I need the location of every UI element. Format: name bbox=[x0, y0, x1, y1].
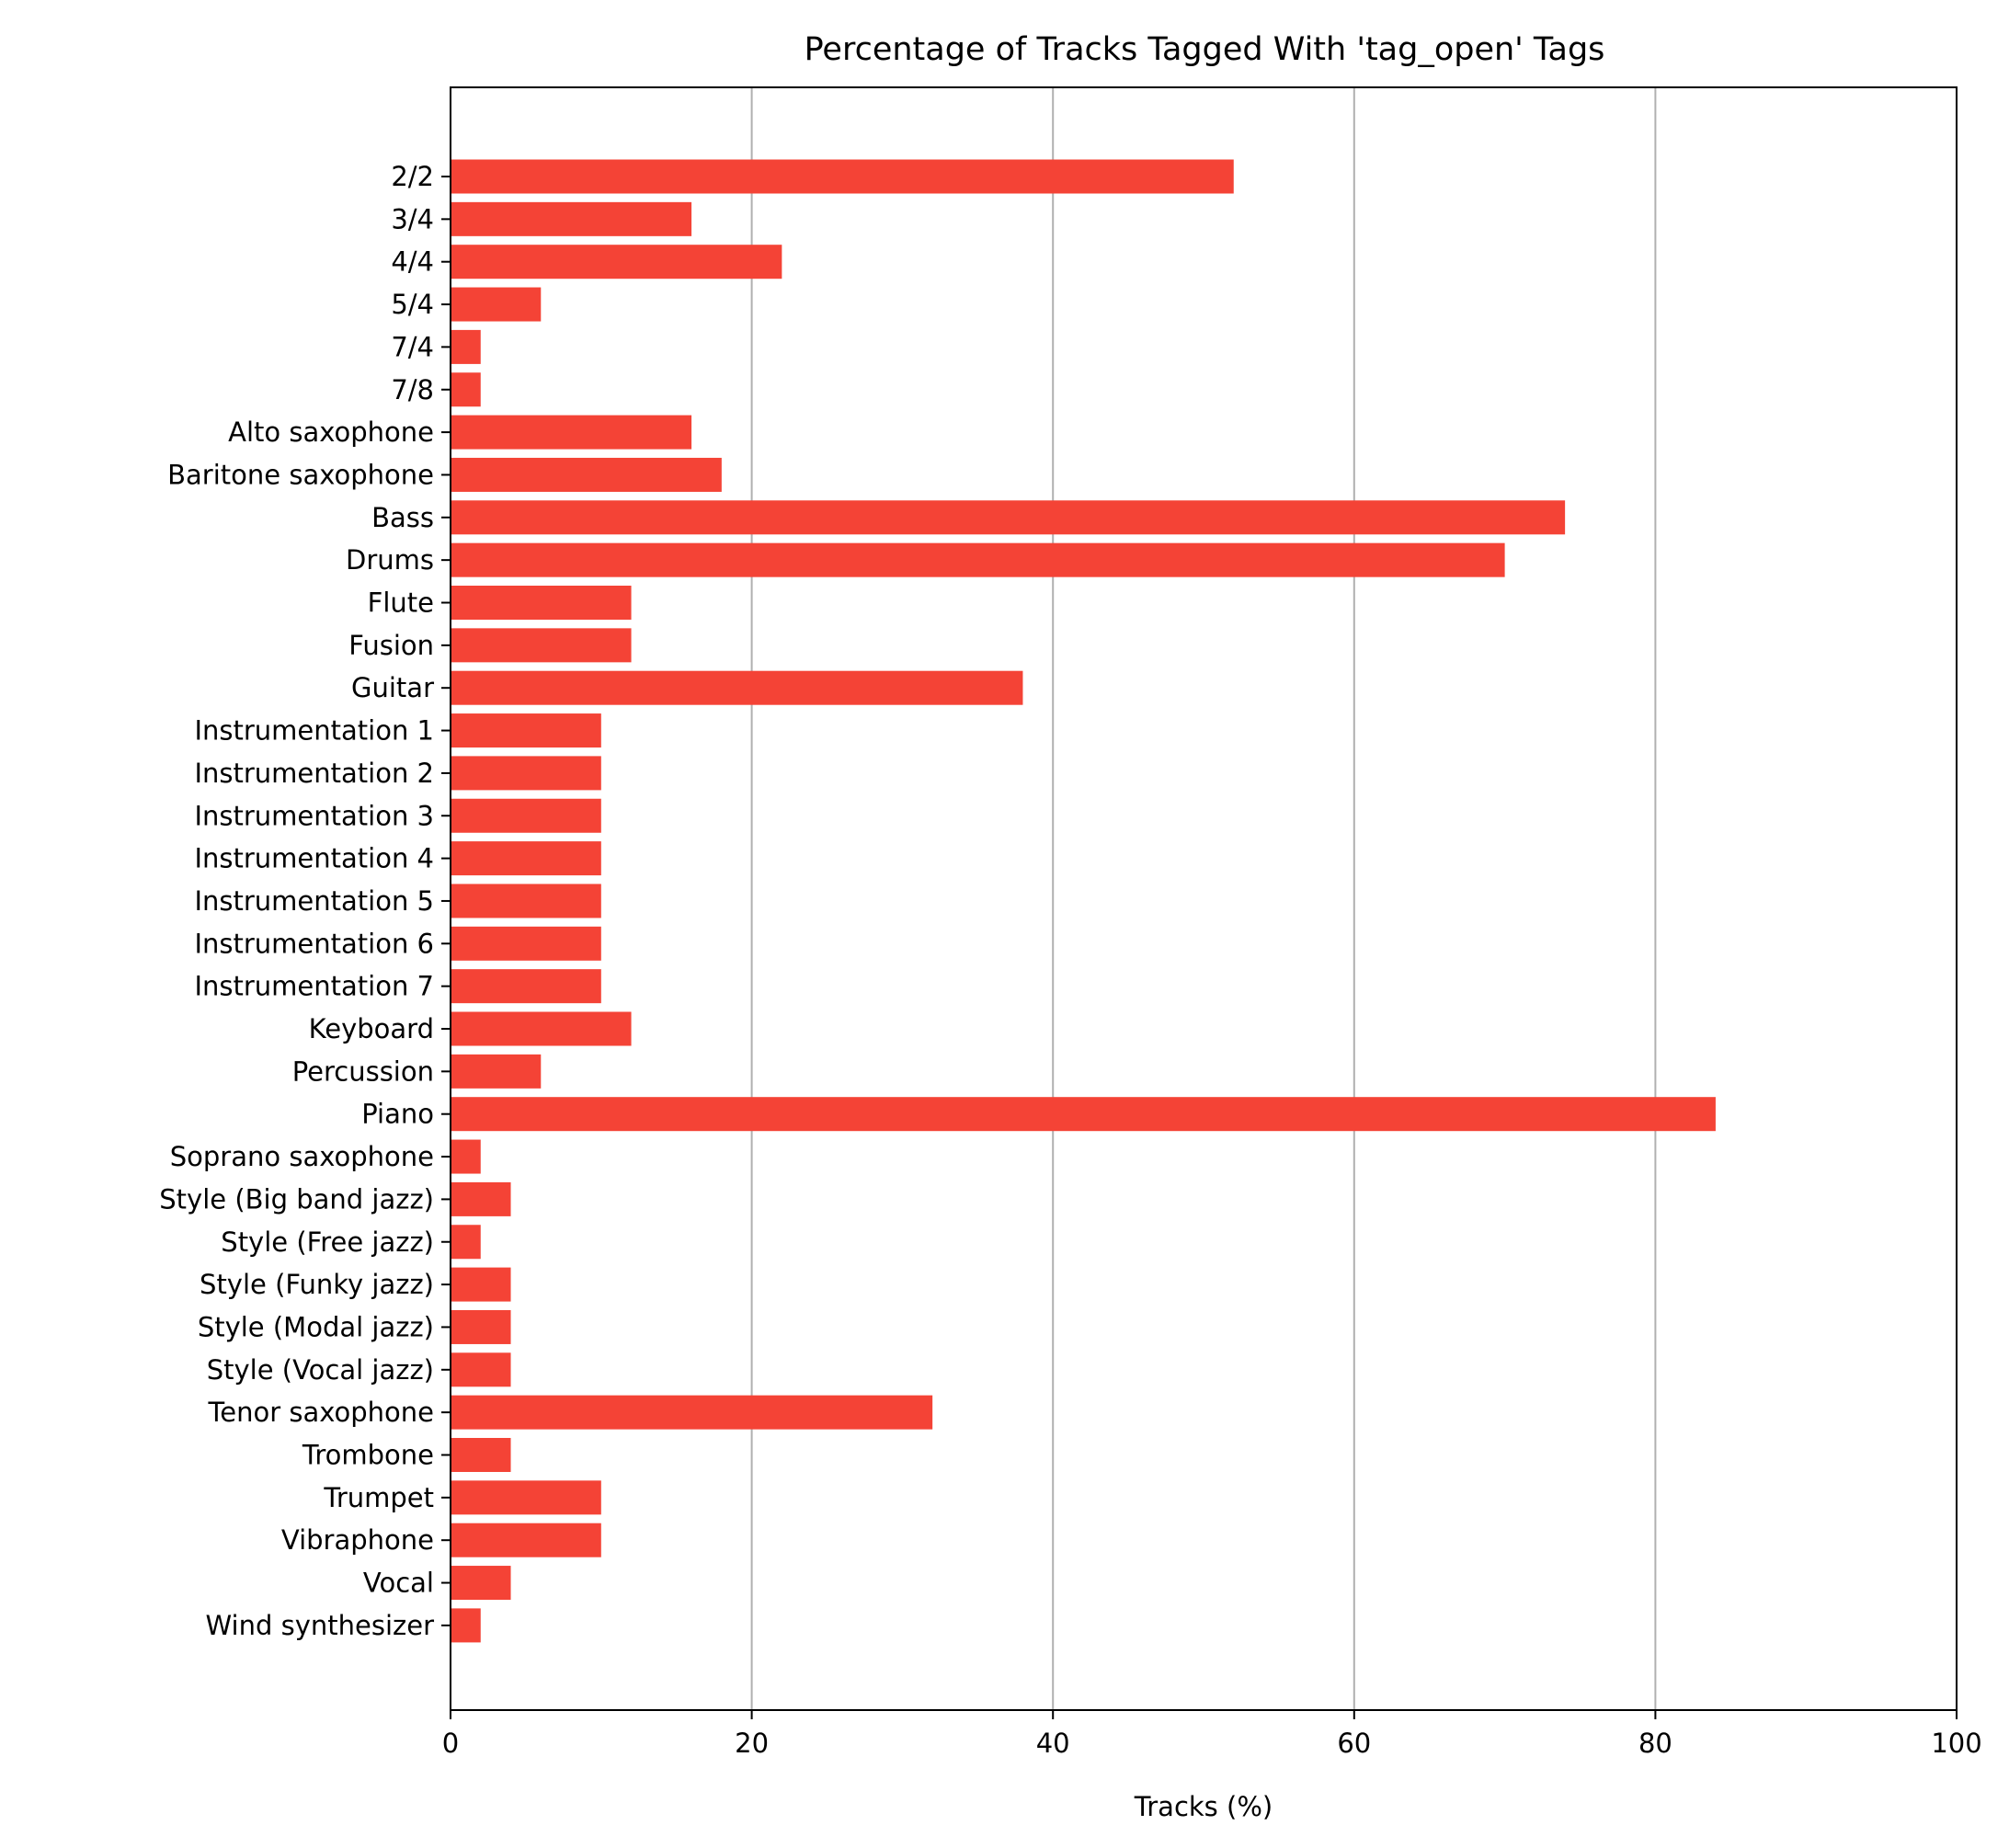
bar bbox=[451, 542, 1505, 577]
x-tick-label: 0 bbox=[442, 1728, 459, 1759]
y-tick-label: Soprano saxophone bbox=[170, 1141, 434, 1172]
bar bbox=[451, 1480, 601, 1515]
bar bbox=[451, 1181, 511, 1216]
bar bbox=[451, 841, 601, 876]
bar bbox=[451, 159, 1234, 194]
y-tick-label: Baritone saxophone bbox=[167, 459, 434, 490]
bar bbox=[451, 798, 601, 833]
y-tick-label: Style (Funky jazz) bbox=[200, 1269, 434, 1300]
bar bbox=[451, 457, 722, 492]
y-tick-label: 2/2 bbox=[391, 161, 434, 192]
y-tick-label: Vibraphone bbox=[281, 1524, 434, 1556]
y-tick-label: Drums bbox=[346, 544, 434, 576]
bar bbox=[451, 287, 542, 322]
bar bbox=[451, 713, 601, 748]
y-tick-label: Fusion bbox=[348, 630, 434, 661]
y-tick-label: Guitar bbox=[351, 672, 434, 703]
y-tick-label: Vocal bbox=[363, 1568, 434, 1599]
bar bbox=[451, 1566, 511, 1601]
plot-frame bbox=[450, 86, 1958, 1711]
y-tick-label: Keyboard bbox=[309, 1013, 434, 1044]
bar bbox=[451, 1267, 511, 1302]
x-axis-ticks: 0 20 40 60 80 100 bbox=[442, 1710, 1982, 1759]
bar bbox=[451, 628, 632, 663]
y-tick-label: 3/4 bbox=[391, 203, 434, 234]
bar bbox=[451, 670, 1023, 705]
bar bbox=[451, 1395, 933, 1430]
bar bbox=[451, 415, 692, 450]
bar bbox=[451, 1608, 481, 1643]
x-axis-label: Tracks (%) bbox=[1134, 1791, 1273, 1822]
bar bbox=[451, 329, 481, 364]
bar bbox=[451, 1054, 542, 1089]
y-tick-label: Instrumentation 5 bbox=[194, 885, 434, 917]
gridlines bbox=[750, 87, 1657, 1710]
y-tick-label: Tenor saxophone bbox=[207, 1397, 434, 1428]
bar bbox=[451, 1011, 632, 1046]
bar bbox=[451, 969, 601, 1004]
y-tick-label: Trombone bbox=[302, 1440, 434, 1471]
x-tick-label: 20 bbox=[735, 1728, 769, 1759]
y-tick-label: Style (Vocal jazz) bbox=[207, 1354, 434, 1386]
x-tick-label: 60 bbox=[1337, 1728, 1371, 1759]
x-tick-label: 100 bbox=[1931, 1728, 1981, 1759]
y-tick-label: Percussion bbox=[292, 1055, 434, 1087]
bar bbox=[451, 1225, 481, 1260]
bar bbox=[451, 1352, 511, 1387]
bar bbox=[451, 500, 1566, 535]
bar bbox=[451, 245, 782, 279]
y-tick-label: Instrumentation 2 bbox=[194, 758, 434, 789]
bar bbox=[451, 586, 632, 620]
y-tick-label: 7/8 bbox=[391, 374, 434, 405]
y-tick-label: Instrumentation 6 bbox=[194, 928, 434, 959]
y-tick-label: Alto saxophone bbox=[228, 416, 434, 448]
y-tick-label: Bass bbox=[371, 502, 434, 533]
bar bbox=[451, 926, 601, 961]
bar bbox=[451, 1438, 511, 1472]
bar bbox=[451, 1523, 601, 1557]
y-tick-label: Style (Free jazz) bbox=[221, 1226, 434, 1258]
y-tick-label: Piano bbox=[361, 1099, 434, 1130]
y-tick-label: 5/4 bbox=[391, 289, 434, 320]
x-tick-label: 40 bbox=[1036, 1728, 1070, 1759]
x-tick-label: 80 bbox=[1638, 1728, 1672, 1759]
bar bbox=[451, 372, 481, 407]
y-tick-label: 7/4 bbox=[391, 331, 434, 362]
bar bbox=[451, 1097, 1716, 1132]
y-tick-label: Instrumentation 4 bbox=[194, 843, 434, 874]
y-tick-label: Instrumentation 7 bbox=[194, 971, 434, 1002]
bar bbox=[451, 884, 601, 918]
y-tick-label: Instrumentation 3 bbox=[194, 800, 434, 831]
y-tick-label: Style (Big band jazz) bbox=[159, 1183, 434, 1215]
y-tick-label: 4/4 bbox=[391, 246, 434, 278]
chart-title: Percentage of Tracks Tagged With 'tag_op… bbox=[805, 31, 1605, 68]
y-axis-ticks: 2/2 3/4 4/4 5/4 7/4 7/8 Alto saxophone Baritone… bbox=[159, 161, 451, 1641]
y-tick-label: Instrumentation 1 bbox=[194, 715, 434, 747]
bar bbox=[451, 201, 692, 236]
bar bbox=[451, 1139, 481, 1174]
y-tick-label: Style (Modal jazz) bbox=[198, 1311, 434, 1342]
y-tick-label: Flute bbox=[368, 587, 434, 619]
bar bbox=[451, 756, 601, 791]
y-tick-label: Trumpet bbox=[323, 1482, 434, 1513]
bar bbox=[451, 1309, 511, 1344]
bars bbox=[451, 159, 1716, 1643]
y-tick-label: Wind synthesizer bbox=[206, 1610, 435, 1641]
